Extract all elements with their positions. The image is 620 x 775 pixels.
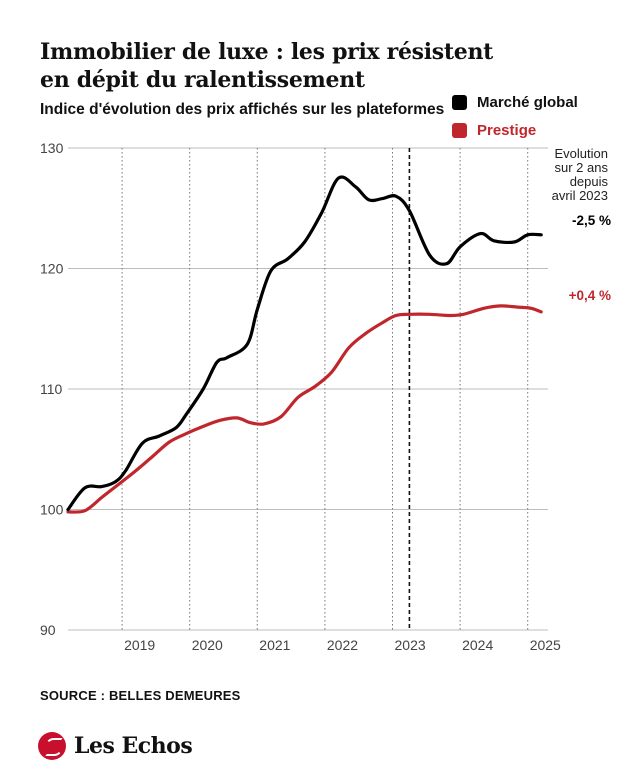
y-axis-ticks: 90 100 110 120 130	[40, 140, 64, 638]
source-note: SOURCE : BELLES DEMEURES	[40, 688, 241, 703]
chart-subtitle: Indice d'évolution des prix affichés sur…	[40, 101, 445, 118]
x-tick-label-2020: 2020	[192, 637, 223, 653]
evolution-note: Evolution sur 2 ans depuis avril 2023	[552, 146, 609, 203]
evolution-note-line: Evolution	[555, 146, 608, 161]
les-echos-logo-icon	[38, 732, 66, 760]
y-tick-label-120: 120	[40, 261, 64, 277]
brand: Les Echos	[38, 732, 193, 760]
x-tick-label-2024: 2024	[462, 637, 493, 653]
evolution-note-line: depuis	[570, 174, 609, 189]
x-tick-label-2022: 2022	[327, 637, 358, 653]
chart-title: Immobilier de luxe : les prix résistent …	[40, 39, 494, 93]
evolution-note-line: sur 2 ans	[555, 160, 609, 175]
prestige-change-label: +0,4 %	[569, 288, 611, 303]
evolution-note-line: avril 2023	[552, 188, 608, 203]
legend-label-global: Marché global	[477, 93, 578, 111]
x-tick-label-2023: 2023	[395, 637, 426, 653]
series-line-global	[66, 175, 543, 512]
x-tick-label-2025: 2025	[530, 637, 561, 653]
y-tick-label-100: 100	[40, 502, 64, 518]
x-tick-label-2021: 2021	[259, 637, 290, 653]
y-tick-label-110: 110	[40, 381, 63, 397]
global-change-label: -2,5 %	[572, 213, 611, 228]
legend-swatch-prestige	[452, 122, 467, 138]
annotations: Evolution sur 2 ans depuis avril 2023 -2,5 …	[552, 146, 611, 303]
y-tick-label-130: 130	[40, 140, 64, 156]
x-tick-label-2019: 2019	[124, 637, 155, 653]
legend-label-prestige: Prestige	[477, 121, 537, 139]
legend-swatch-global	[452, 94, 467, 110]
y-tick-label-90: 90	[40, 622, 56, 638]
x-axis-ticks: 2019 2020 2021 2022 2023 2024 2025	[124, 637, 561, 653]
grid	[68, 147, 548, 631]
series-line-prestige	[66, 304, 543, 514]
series	[66, 175, 543, 514]
legend-item-global: Marché global	[452, 90, 578, 114]
legend-item-prestige: Prestige	[452, 118, 578, 142]
brand-name: Les Echos	[74, 733, 193, 759]
legend: Marché global Prestige	[452, 90, 578, 146]
